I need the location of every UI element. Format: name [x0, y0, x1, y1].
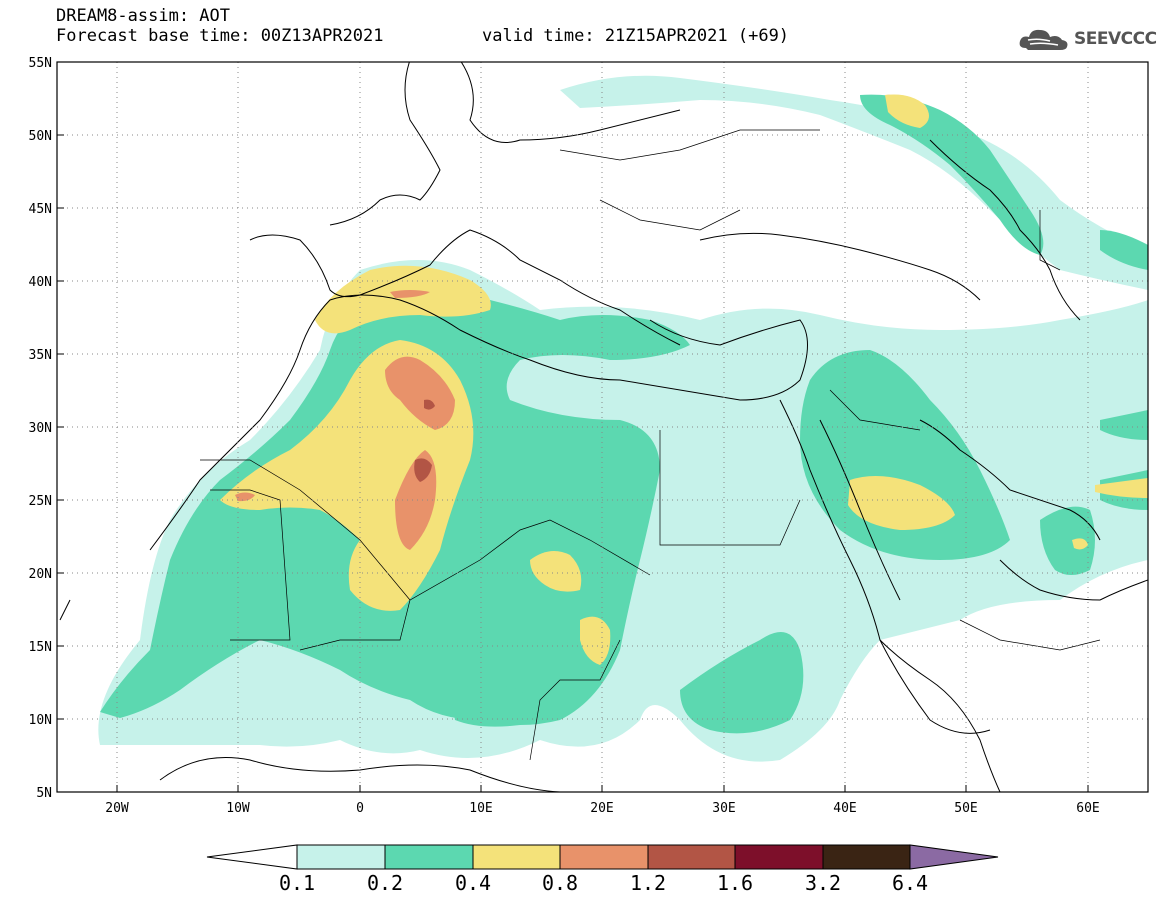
map-title: DREAM8-assim: AOT — [56, 6, 230, 26]
lat-label: 40N — [29, 275, 52, 290]
colorbar-label: 3.2 — [804, 871, 842, 895]
colorbar-label: 1.6 — [716, 871, 754, 895]
cloud-icon — [1019, 29, 1068, 50]
colorbar-low-arrow — [206, 844, 298, 870]
colorbar-label: 0.1 — [278, 871, 316, 895]
coastlines — [59, 62, 1148, 792]
lon-label: 10W — [226, 801, 250, 816]
colorbar-high-arrow — [909, 844, 999, 870]
axis-ticks — [57, 134, 1089, 792]
lat-label: 30N — [29, 421, 52, 436]
country-borders — [200, 129, 1101, 761]
colorbar-bin — [734, 844, 824, 870]
lat-label: 15N — [29, 640, 52, 655]
lat-label: 5N — [36, 786, 52, 801]
lon-label: 60E — [1076, 801, 1099, 816]
lat-label: 50N — [29, 129, 52, 144]
logo-text: SEEVCCC — [1074, 29, 1157, 49]
lat-label: 10N — [29, 713, 52, 728]
forecast-base-time: Forecast base time: 00Z13APR2021 — [56, 26, 384, 46]
lon-label: 10E — [469, 801, 492, 816]
lat-label: 45N — [29, 202, 52, 217]
colorbar-label: 0.4 — [454, 871, 492, 895]
longitude-labels: 20W 10W 0 10E 20E 30E 40E 50E 60E — [105, 801, 1099, 816]
lon-label: 0 — [356, 801, 364, 816]
lat-label: 35N — [29, 348, 52, 363]
colorbar — [206, 844, 999, 870]
lon-label: 20W — [105, 801, 129, 816]
colorbar-bin — [472, 844, 561, 870]
seevccc-logo: SEEVCCC — [1018, 24, 1157, 54]
colorbar-bin — [647, 844, 736, 870]
lat-label: 25N — [29, 494, 52, 509]
colorbar-label: 0.8 — [541, 871, 579, 895]
valid-time: valid time: 21Z15APR2021 (+69) — [482, 26, 790, 46]
lat-label: 55N — [29, 56, 52, 71]
aot-fields — [98, 75, 1148, 762]
colorbar-bin — [296, 844, 386, 870]
colorbar-bin — [822, 844, 911, 870]
colorbar-label: 0.2 — [366, 871, 404, 895]
colorbar-label: 1.2 — [629, 871, 667, 895]
colorbar-bin — [559, 844, 649, 870]
lon-label: 40E — [833, 801, 856, 816]
colorbar-bin — [384, 844, 474, 870]
lon-label: 30E — [712, 801, 735, 816]
colorbar-label: 6.4 — [891, 871, 929, 895]
grid — [57, 62, 1148, 792]
lat-label: 20N — [29, 567, 52, 582]
lon-label: 50E — [954, 801, 977, 816]
latitude-labels: 55N 50N 45N 40N 35N 30N 25N 20N 15N 10N … — [29, 56, 52, 801]
lon-label: 20E — [590, 801, 613, 816]
